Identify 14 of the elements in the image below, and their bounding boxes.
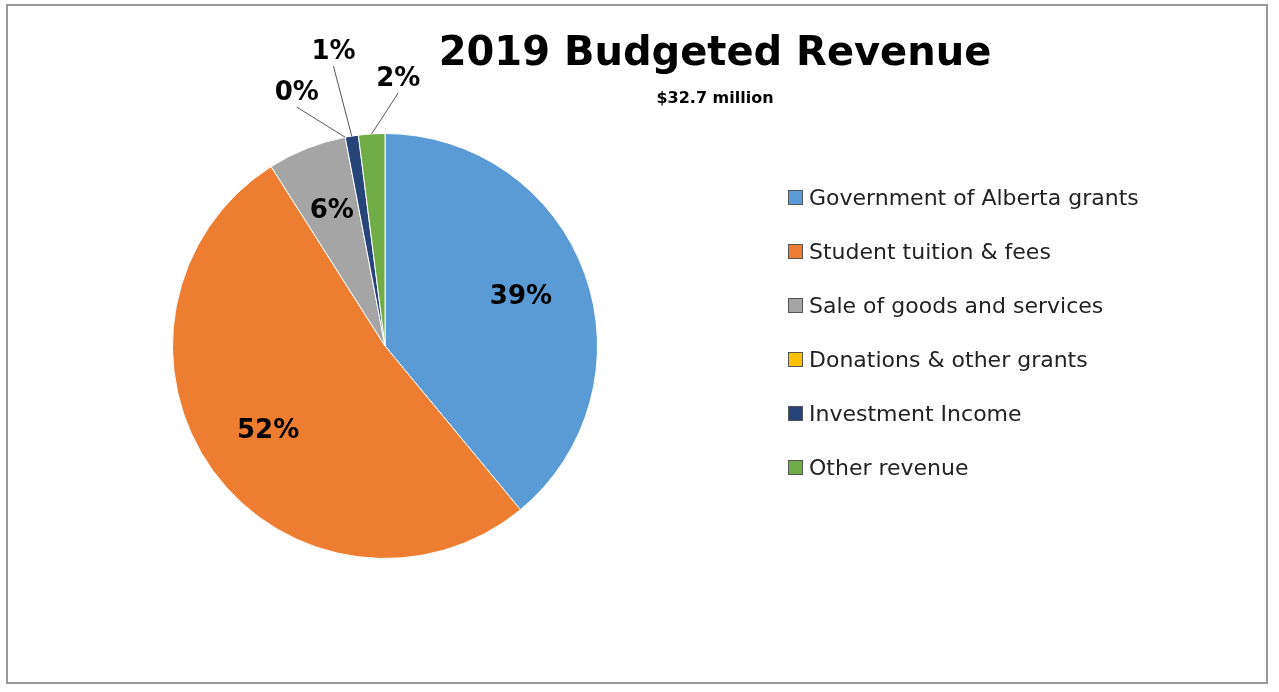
- data-label: 6%: [309, 194, 354, 225]
- legend-label: Government of Alberta grants: [809, 184, 1139, 210]
- chart-title: 2019 Budgeted Revenue: [438, 28, 992, 74]
- data-label: 52%: [236, 413, 300, 444]
- text: $32.7 million: [655, 88, 775, 107]
- data-label: 39%: [489, 279, 553, 310]
- legend-label: Other revenue: [809, 454, 969, 480]
- legend-label: Student tuition & fees: [809, 238, 1051, 264]
- data-label: 2%: [376, 61, 421, 92]
- legend-label: Investment Income: [809, 400, 1022, 426]
- legend-label: Sale of goods and services: [809, 292, 1104, 318]
- legend-label: Donations & other grants: [809, 346, 1088, 372]
- text: 0%: [274, 75, 319, 106]
- data-label: 1%: [311, 34, 356, 65]
